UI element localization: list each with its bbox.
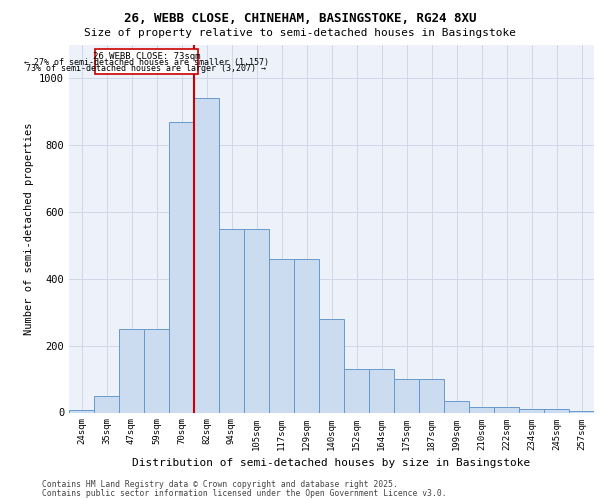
Text: 73% of semi-detached houses are larger (3,207) →: 73% of semi-detached houses are larger (… [26,64,266,74]
Text: 26 WEBB CLOSE: 73sqm: 26 WEBB CLOSE: 73sqm [93,52,200,60]
Bar [494,408,519,412]
Text: 26, WEBB CLOSE, CHINEHAM, BASINGSTOKE, RG24 8XU: 26, WEBB CLOSE, CHINEHAM, BASINGSTOKE, R… [124,12,476,26]
Bar [194,98,219,412]
Bar [219,229,244,412]
FancyBboxPatch shape [95,49,198,74]
Bar [419,379,444,412]
Text: Size of property relative to semi-detached houses in Basingstoke: Size of property relative to semi-detach… [84,28,516,38]
Text: ← 27% of semi-detached houses are smaller (1,157): ← 27% of semi-detached houses are smalle… [24,58,269,68]
Bar [94,396,119,412]
Bar [294,259,319,412]
Bar [69,410,94,412]
Bar [319,319,344,412]
Bar [469,408,494,412]
Bar [394,379,419,412]
Bar [119,329,144,412]
Bar [444,401,469,412]
Bar [169,122,194,412]
Bar [369,369,394,412]
Bar [144,329,169,412]
Text: Contains HM Land Registry data © Crown copyright and database right 2025.: Contains HM Land Registry data © Crown c… [42,480,398,489]
Text: Contains public sector information licensed under the Open Government Licence v3: Contains public sector information licen… [42,488,446,498]
X-axis label: Distribution of semi-detached houses by size in Basingstoke: Distribution of semi-detached houses by … [133,458,530,468]
Bar [544,409,569,412]
Bar [269,259,294,412]
Bar [244,229,269,412]
Bar [569,411,594,412]
Bar [344,369,369,412]
Bar [519,409,544,412]
Y-axis label: Number of semi-detached properties: Number of semi-detached properties [23,122,34,335]
